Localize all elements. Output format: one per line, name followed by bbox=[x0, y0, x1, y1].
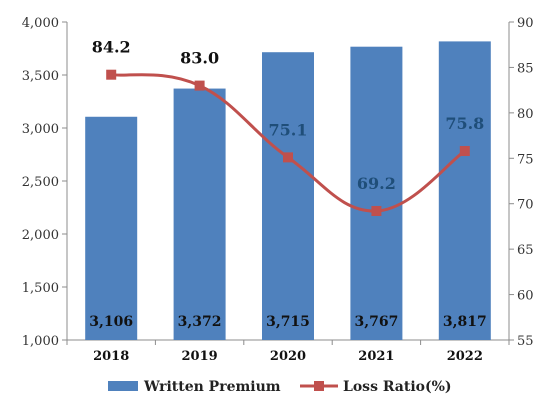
x-tick-label: 2018 bbox=[93, 349, 129, 364]
line-value-label: 69.2 bbox=[357, 174, 396, 193]
y-right-tick-label: 90 bbox=[517, 16, 534, 31]
y-right-tick-label: 85 bbox=[517, 61, 534, 76]
x-tick-label: 2020 bbox=[270, 349, 306, 364]
line-value-label: 84.2 bbox=[92, 38, 131, 57]
y-right-tick-label: 60 bbox=[517, 289, 534, 304]
line-marker-loss-ratio bbox=[106, 69, 117, 80]
line-marker-loss-ratio bbox=[459, 146, 470, 157]
line-marker-loss-ratio bbox=[283, 152, 293, 163]
legend-marker-loss-ratio bbox=[314, 381, 324, 391]
legend: Written Premium Loss Ratio(%) bbox=[108, 379, 452, 395]
labels-group: 3,106 3,372 3,715 3,767 3,817 84.2 83.0 75.1 69.… bbox=[89, 38, 486, 330]
y-left-tick-label: 1,000 bbox=[22, 334, 59, 349]
line-marker-loss-ratio bbox=[194, 80, 205, 91]
line-value-label: 83.0 bbox=[180, 49, 219, 68]
legend-label-loss-ratio: Loss Ratio(%) bbox=[343, 379, 452, 395]
y-right-tick-label: 75 bbox=[517, 152, 534, 167]
line-value-label: 75.1 bbox=[269, 120, 308, 139]
axes-group: 1,000 1,500 2,000 2,500 3,000 3,500 4,000 55 60 6… bbox=[22, 16, 534, 364]
y-left-tick-label: 2,500 bbox=[22, 175, 59, 190]
y-left-tick-label: 3,000 bbox=[22, 122, 59, 137]
y-left-tick-label: 4,000 bbox=[22, 16, 59, 31]
y-right-tick-label: 80 bbox=[517, 107, 534, 122]
bar-written-premium bbox=[85, 116, 138, 340]
y-right-tick-label: 70 bbox=[517, 198, 534, 213]
bar-value-label: 3,715 bbox=[266, 314, 310, 330]
x-tick-label: 2022 bbox=[447, 349, 483, 364]
bar-value-label: 3,106 bbox=[89, 314, 133, 330]
y-left-tick-label: 3,500 bbox=[22, 69, 59, 84]
bar-value-label: 3,372 bbox=[178, 314, 222, 330]
y-left-tick-label: 1,500 bbox=[22, 281, 59, 296]
bars-group bbox=[85, 41, 491, 341]
bar-value-label: 3,767 bbox=[354, 314, 398, 330]
line-value-label: 75.8 bbox=[445, 114, 484, 133]
y-left-tick-label: 2,000 bbox=[22, 228, 59, 243]
bar-written-premium bbox=[173, 88, 226, 341]
x-tick-label: 2021 bbox=[358, 349, 394, 364]
x-tick-label: 2019 bbox=[182, 349, 218, 364]
line-marker-loss-ratio bbox=[371, 205, 382, 216]
bar-written-premium bbox=[350, 46, 403, 340]
line-group bbox=[106, 69, 470, 216]
bar-written-premium bbox=[438, 41, 491, 340]
y-right-tick-label: 55 bbox=[517, 334, 534, 349]
legend-label-written-premium: Written Premium bbox=[143, 379, 281, 395]
y-right-tick-label: 65 bbox=[517, 243, 534, 258]
legend-swatch-written-premium bbox=[108, 381, 138, 391]
bar-value-label: 3,817 bbox=[443, 314, 487, 330]
bar-written-premium bbox=[262, 52, 314, 341]
